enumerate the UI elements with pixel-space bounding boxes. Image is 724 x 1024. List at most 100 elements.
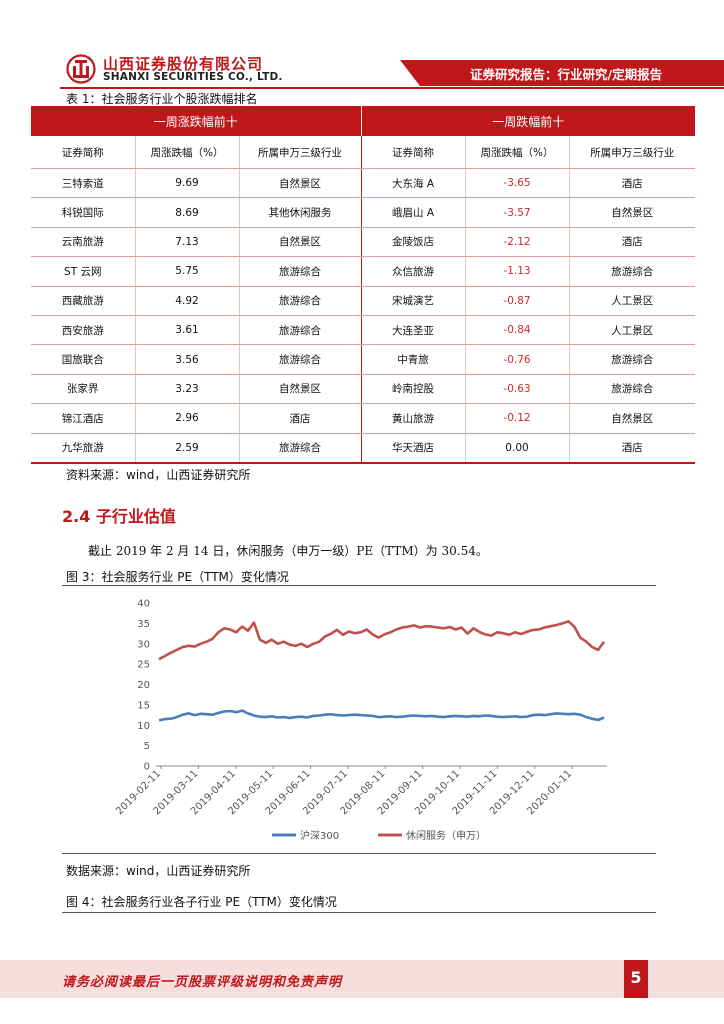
table-cell: 8.69 <box>135 197 240 228</box>
y-tick-label: 30 <box>137 639 150 650</box>
table-cell: 旅游综合 <box>239 256 362 287</box>
table-cell: -0.76 <box>465 344 570 375</box>
page-number: 5 <box>630 968 642 987</box>
figure3-bottom-rule <box>62 853 656 854</box>
section-body: 截止 2019 年 2 月 14 日，休闲服务（申万一级）PE（TTM）为 30… <box>88 544 488 558</box>
company-name-en: SHANXI SECURITIES CO., LTD. <box>103 71 283 83</box>
table-cell: 5.75 <box>135 256 240 287</box>
table1-caption: 表 1：社会服务行业个股涨跌幅排名 <box>66 92 258 106</box>
figure4-caption: 图 4：社会服务行业各子行业 PE（TTM）变化情况 <box>66 895 337 909</box>
table-cell: 华天酒店 <box>361 433 466 464</box>
table-row: 科锐国际 8.69 其他休闲服务 峨眉山 A -3.57 自然景区 <box>31 197 695 228</box>
table-cell: ST 云网 <box>31 256 136 287</box>
figure3-caption: 图 3：社会服务行业 PE（TTM）变化情况 <box>66 570 289 584</box>
table-cell: 酒店 <box>239 403 362 434</box>
header-band-slant <box>400 60 420 86</box>
company-logo-icon <box>66 54 96 84</box>
table-cell: 酒店 <box>569 227 695 258</box>
table-cell: 酒店 <box>569 433 695 464</box>
col-header: 证券简称 <box>361 136 466 169</box>
table-row: 西安旅游 3.61 旅游综合 大连圣亚 -0.84 人工景区 <box>31 315 695 346</box>
table-cell: 峨眉山 A <box>361 197 466 228</box>
table-cell: -0.84 <box>465 315 570 346</box>
table-cell: 西安旅游 <box>31 315 136 346</box>
footer-band <box>0 960 724 998</box>
table-cell: 3.61 <box>135 315 240 346</box>
header-band <box>420 60 724 86</box>
table-row: 锦江酒店 2.96 酒店 黄山旅游 -0.12 自然景区 <box>31 403 695 434</box>
table-cell: 旅游综合 <box>569 374 695 405</box>
table-cell: -3.57 <box>465 197 570 228</box>
table-cell: -3.65 <box>465 168 570 199</box>
page-header: 山西证券股份有限公司 SHANXI SECURITIES CO., LTD. 证… <box>0 0 724 100</box>
y-tick-label: 0 <box>144 762 150 773</box>
table-cell: 自然景区 <box>569 197 695 228</box>
table-cell: 西藏旅游 <box>31 286 136 316</box>
y-tick-label: 40 <box>137 599 150 610</box>
table-cell: 3.56 <box>135 344 240 375</box>
company-name-cn: 山西证券股份有限公司 <box>103 55 264 73</box>
table-cell: 科锐国际 <box>31 197 136 228</box>
table-cell: 九华旅游 <box>31 433 136 464</box>
legend-label: 沪深300 <box>300 829 339 842</box>
table-cell: 中青旅 <box>361 344 466 375</box>
group-header-losers: 一周跌幅前十 <box>360 106 695 136</box>
table-row: 三特索道 9.69 自然景区 大东海 A -3.65 酒店 <box>31 168 695 199</box>
table-cell: -0.12 <box>465 403 570 434</box>
table-cell: 自然景区 <box>239 374 362 405</box>
table-cell: 自然景区 <box>239 227 362 258</box>
disclaimer: 请务必阅读最后一页股票评级说明和免责声明 <box>62 975 343 990</box>
y-tick-label: 35 <box>137 619 150 630</box>
table-cell: 4.92 <box>135 286 240 316</box>
table-cell: 旅游综合 <box>569 256 695 287</box>
table-cell: -0.87 <box>465 286 570 316</box>
col-header: 周涨跌幅（%） <box>135 136 240 169</box>
series-line-0 <box>158 709 605 722</box>
y-tick-label: 25 <box>137 660 150 671</box>
stock-ranking-table: 一周涨跌幅前十 一周跌幅前十 证券简称 周涨跌幅（%） 所属申万三级行业 证券简… <box>31 106 695 464</box>
table-cell: 2.96 <box>135 403 240 434</box>
table-row: 九华旅游 2.59 旅游综合 华天酒店 0.00 酒店 <box>31 433 695 464</box>
table-cell: 云南旅游 <box>31 227 136 258</box>
table-row: 国旅联合 3.56 旅游综合 中青旅 -0.76 旅游综合 <box>31 344 695 375</box>
table-cell: 人工景区 <box>569 286 695 316</box>
table-cell: 旅游综合 <box>239 344 362 375</box>
table-row: ST 云网 5.75 旅游综合 众信旅游 -1.13 旅游综合 <box>31 256 695 287</box>
table-cell: 其他休闲服务 <box>239 197 362 228</box>
group-header-gainers: 一周涨跌幅前十 <box>31 106 361 136</box>
table-cell: 锦江酒店 <box>31 403 136 434</box>
col-header: 所属申万三级行业 <box>239 136 362 169</box>
table-cell: 旅游综合 <box>239 315 362 346</box>
pe-line-chart: 05101520253035402019-02-112019-03-112019… <box>114 599 607 842</box>
table-row: 西藏旅游 4.92 旅游综合 宋城演艺 -0.87 人工景区 <box>31 286 695 316</box>
table-cell: 大东海 A <box>361 168 466 199</box>
table-cell: 国旅联合 <box>31 344 136 375</box>
header-rule <box>60 87 724 89</box>
series-line-1 <box>158 619 606 661</box>
table-cell: 3.23 <box>135 374 240 405</box>
table-cell: -2.12 <box>465 227 570 258</box>
figure4-top-rule <box>62 912 656 913</box>
table-cell: 宋城演艺 <box>361 286 466 316</box>
figure3-source: 数据来源：wind，山西证券研究所 <box>66 864 251 878</box>
table-cell: 9.69 <box>135 168 240 199</box>
table-cell: 2.59 <box>135 433 240 464</box>
y-tick-label: 20 <box>137 680 150 691</box>
table-cell: 自然景区 <box>239 168 362 199</box>
table-cell: 张家界 <box>31 374 136 405</box>
table-cell: 旅游综合 <box>239 433 362 464</box>
table-row: 张家界 3.23 自然景区 岭南控股 -0.63 旅游综合 <box>31 374 695 405</box>
table-cell: 自然景区 <box>569 403 695 434</box>
table-cell: -1.13 <box>465 256 570 287</box>
table-cell: 0.00 <box>465 433 570 464</box>
y-tick-label: 5 <box>144 741 150 752</box>
table-cell: -0.63 <box>465 374 570 405</box>
col-header: 证券简称 <box>31 136 136 169</box>
col-header: 周涨跌幅（%） <box>465 136 570 169</box>
page-number-box <box>624 960 648 998</box>
table-cell: 三特索道 <box>31 168 136 199</box>
legend-label: 休闲服务（申万） <box>406 829 486 842</box>
report-type: 证券研究报告：行业研究/定期报告 <box>470 67 663 82</box>
table-row: 云南旅游 7.13 自然景区 金陵饭店 -2.12 酒店 <box>31 227 695 258</box>
table-cell: 金陵饭店 <box>361 227 466 258</box>
